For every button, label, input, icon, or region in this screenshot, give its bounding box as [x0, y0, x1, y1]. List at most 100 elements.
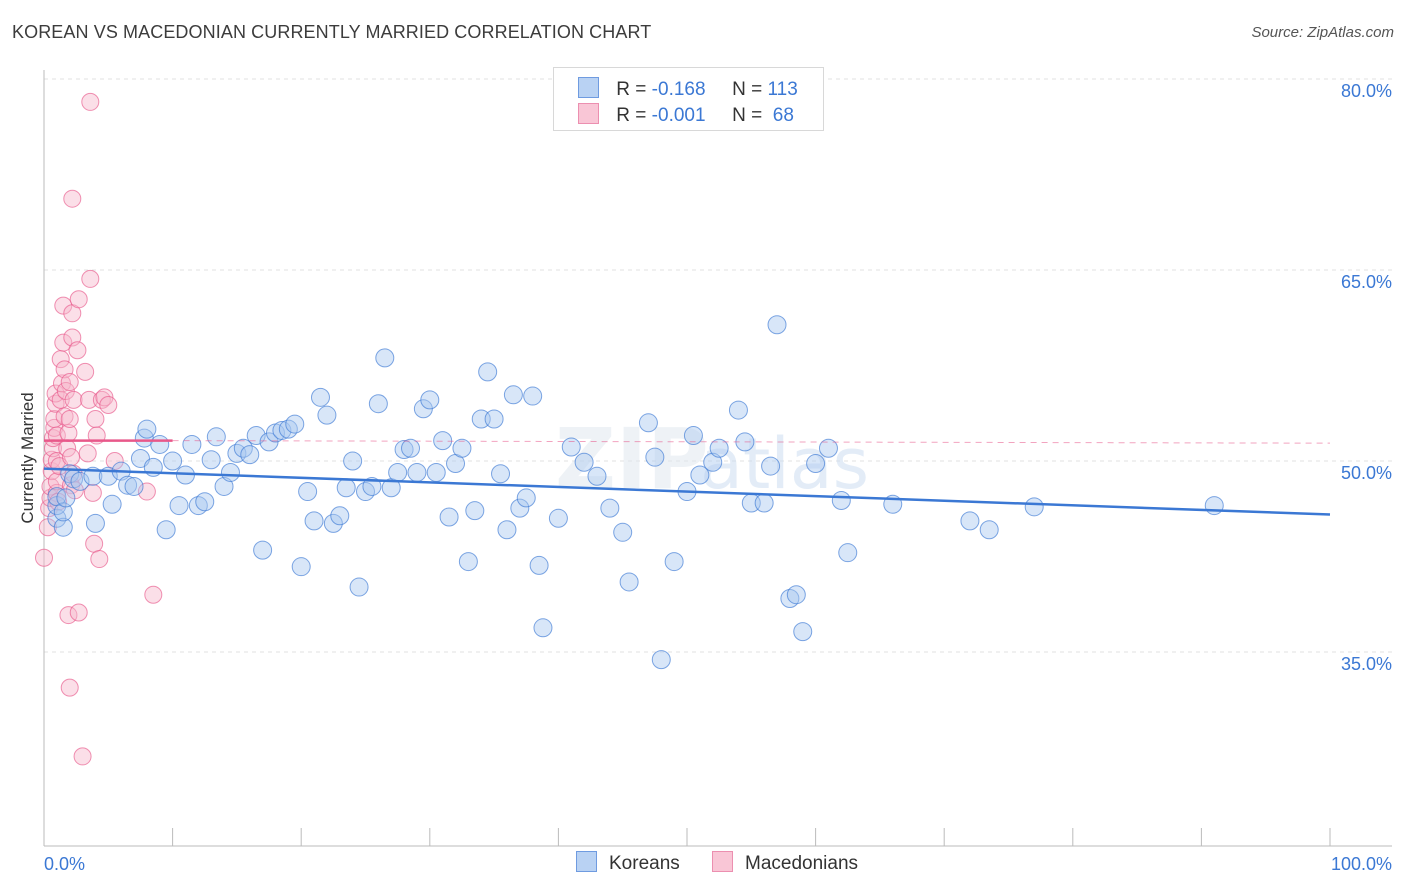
koreans-points — [47, 315, 1224, 670]
korean-point — [137, 419, 157, 439]
korean-point — [452, 438, 472, 458]
korean-point — [401, 438, 421, 458]
korean-point — [503, 385, 523, 405]
koreans-legend-swatch — [576, 851, 597, 872]
legend-r-label: R = — [616, 105, 647, 126]
macedonian-point — [68, 341, 87, 360]
korean-point — [336, 478, 356, 498]
x-tick-label: 0.0% — [44, 854, 85, 874]
korean-point — [491, 464, 511, 484]
korean-point — [56, 488, 76, 508]
korean-point — [561, 437, 581, 457]
macedonian-point — [144, 585, 163, 604]
korean-point — [838, 543, 858, 563]
macedonian-point — [64, 390, 83, 409]
legend-n-label: N = — [732, 79, 763, 100]
macedonian-point — [63, 189, 82, 208]
korean-point — [349, 577, 369, 597]
korean-point — [240, 445, 260, 465]
korean-point — [407, 462, 427, 482]
macedonians-swatch — [578, 103, 599, 124]
korean-point — [206, 427, 226, 447]
korean-point — [323, 513, 343, 533]
korean-point — [638, 413, 658, 433]
korean-point — [394, 440, 414, 460]
korean-point — [278, 419, 298, 439]
bottom-legend-koreans: Koreans — [576, 851, 680, 875]
macedonian-point — [90, 550, 109, 569]
korean-point — [124, 476, 144, 496]
korean-point — [683, 426, 703, 446]
x-tick-label: 100.0% — [1331, 854, 1392, 874]
macedonian-point — [60, 373, 79, 392]
macedonians-legend-label: Macedonians — [745, 853, 859, 874]
korean-point — [195, 492, 215, 512]
korean-point — [458, 552, 478, 572]
korean-point — [70, 471, 90, 491]
macedonian-point — [80, 390, 99, 409]
macedonian-point — [85, 534, 104, 553]
korean-point — [548, 508, 568, 528]
korean-point — [523, 386, 543, 406]
macedonian-point — [76, 362, 95, 381]
macedonian-point — [62, 448, 81, 467]
chart-title: KOREAN VS MACEDONIAN CURRENTLY MARRIED C… — [12, 22, 652, 42]
y-tick-label: 65.0% — [1341, 272, 1392, 292]
korean-point — [793, 622, 813, 642]
korean-point — [343, 451, 363, 471]
korean-point — [587, 466, 607, 486]
axes — [43, 70, 1392, 847]
macedonian-point — [78, 444, 97, 463]
macedonian-point — [60, 678, 79, 697]
korean-point — [291, 557, 311, 577]
korean-point — [375, 348, 395, 368]
legend-row-koreans: R = -0.168 N = 113 — [578, 77, 798, 101]
korean-point — [533, 618, 553, 638]
macedonian-point — [99, 395, 118, 414]
macedonian-point — [54, 296, 73, 315]
macedonian-point — [54, 333, 73, 352]
korean-point — [806, 454, 826, 474]
korean-point — [298, 482, 318, 502]
source-label: Source: ZipAtlas.com — [1251, 24, 1394, 41]
legend-n-label: N = — [732, 105, 763, 126]
stats-legend: R = -0.168 N = 113 R = -0.001 N = 68 — [553, 67, 824, 131]
korean-point — [510, 498, 530, 518]
korean-point — [664, 552, 684, 572]
korean-point — [497, 520, 517, 540]
korean-point — [285, 414, 305, 434]
korean-point — [330, 506, 350, 526]
tick-labels: 35.0% 50.0% 65.0% 80.0% 0.0% 100.0% — [44, 81, 1392, 874]
korean-point — [465, 501, 485, 521]
korean-point — [600, 498, 620, 518]
korean-point — [1204, 496, 1224, 516]
korean-point — [214, 476, 234, 496]
korean-point — [516, 488, 536, 508]
korean-point — [619, 572, 639, 592]
korean-point — [310, 387, 330, 407]
korean-point — [253, 540, 273, 560]
korean-point — [368, 394, 388, 414]
korean-point — [102, 494, 122, 514]
macedonian-point — [69, 290, 88, 309]
korean-point — [613, 522, 633, 542]
legend-r-label: R = — [616, 79, 647, 100]
legend-row-macedonians: R = -0.001 N = 68 — [578, 103, 794, 127]
korean-point — [53, 517, 73, 537]
korean-point — [53, 502, 73, 522]
korean-point — [201, 450, 221, 470]
korean-point — [356, 482, 375, 502]
koreans-swatch — [578, 77, 599, 98]
korean-point — [304, 511, 324, 531]
korean-point — [831, 490, 851, 510]
y-tick-label: 50.0% — [1341, 463, 1392, 483]
macedonians-trend-extension — [172, 440, 1331, 444]
korean-point — [426, 462, 446, 482]
macedonians-points — [35, 92, 163, 766]
korean-point — [169, 496, 189, 516]
korean-point — [317, 405, 337, 425]
korean-point — [439, 507, 459, 527]
korean-point — [703, 452, 723, 472]
korean-point — [1024, 497, 1044, 517]
koreans-legend-label: Koreans — [609, 853, 680, 874]
